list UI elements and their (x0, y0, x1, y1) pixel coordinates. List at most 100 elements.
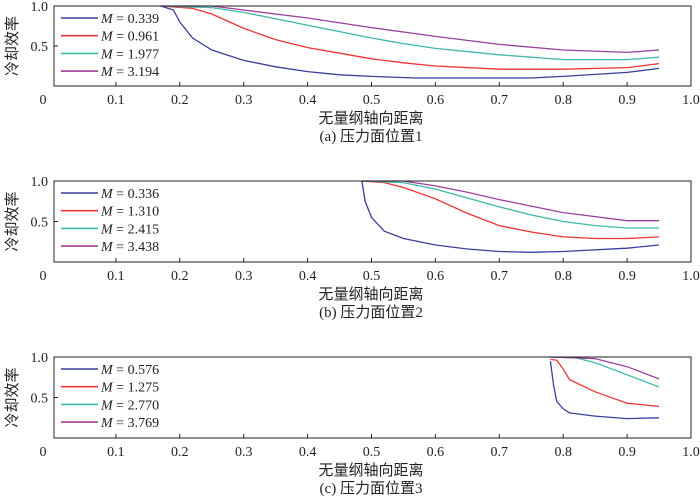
x-tick-label: 0.6 (427, 269, 445, 284)
x-tick-label: 1.0 (682, 269, 700, 284)
y-axis-label: 冷却效率 (4, 16, 21, 76)
legend-value: = 1.310 (113, 205, 159, 220)
y-tick-label: 1.0 (31, 351, 49, 366)
legend-entry: M = 2.415 (100, 222, 159, 237)
series-line-0961 (160, 5, 660, 70)
x-tick-label: 0.2 (171, 269, 189, 284)
legend-entry: M = 2.770 (100, 398, 159, 413)
y-tick-label: 1.0 (31, 175, 49, 190)
subplot-caption: (c) 压力面位置3 (320, 480, 423, 497)
subplot-caption: (b) 压力面位置2 (319, 304, 423, 321)
x-tick-label: 0.7 (491, 269, 509, 284)
x-tick-label: 0.3 (235, 93, 253, 108)
legend-variable: M (100, 381, 114, 396)
legend-variable: M (100, 65, 114, 80)
y-tick-label: 1.0 (31, 0, 49, 15)
x-tick-label: 0.1 (107, 269, 125, 284)
legend-entry: M = 3.438 (100, 240, 159, 255)
legend-value: = 3.194 (113, 65, 159, 80)
series-line-0576 (549, 361, 660, 420)
x-tick-label: 0.5 (363, 445, 381, 460)
series-line-1977 (160, 5, 660, 61)
x-tick-label: 0.6 (427, 445, 445, 460)
legend-value: = 0.339 (113, 12, 159, 27)
legend-entry: M = 0.339 (100, 12, 159, 27)
legend-variable: M (100, 12, 114, 27)
x-tick-label: 0.3 (235, 445, 253, 460)
x-tick-label: 0.4 (299, 93, 317, 108)
legend-value: = 0.336 (113, 187, 159, 202)
x-axis-label: 无量纲轴向距离 (318, 110, 423, 127)
x-tick-label: 1.0 (682, 93, 700, 108)
x-tick-label: 0 (40, 93, 47, 108)
x-tick-label: 0.4 (299, 445, 317, 460)
x-tick-label: 0.4 (299, 269, 317, 284)
legend-value: = 0.961 (113, 30, 159, 45)
legend-entry: M = 0.961 (100, 30, 159, 45)
x-tick-label: 0.9 (618, 93, 636, 108)
legend-variable: M (100, 205, 114, 220)
legend-variable: M (100, 398, 114, 413)
y-tick-label: 0.5 (31, 40, 49, 55)
x-tick-label: 0.8 (554, 93, 572, 108)
x-tick-label: 0.1 (107, 445, 125, 460)
x-tick-label: 0 (40, 269, 47, 284)
x-axis-label: 无量纲轴向距离 (318, 286, 423, 303)
x-tick-label: 0.7 (491, 445, 509, 460)
x-tick-label: 0.2 (171, 445, 189, 460)
legend-variable: M (100, 222, 114, 237)
x-tick-label: 0.9 (618, 269, 636, 284)
legend-value: = 2.770 (113, 398, 159, 413)
legend-entry: M = 0.576 (100, 363, 159, 378)
y-tick-label: 0.5 (31, 216, 49, 231)
legend-entry: M = 1.977 (100, 47, 159, 62)
y-axis-label: 冷却效率 (4, 367, 21, 427)
x-tick-label: 0.8 (554, 269, 572, 284)
series-line-1275 (550, 358, 660, 408)
legend-entry: M = 0.336 (100, 187, 159, 202)
legend-variable: M (100, 240, 114, 255)
x-tick-label: 0.7 (491, 93, 509, 108)
x-tick-label: 0.2 (171, 93, 189, 108)
legend-variable: M (100, 47, 114, 62)
series-line-2415 (361, 180, 659, 229)
x-tick-label: 0.5 (363, 269, 381, 284)
series-line-0339 (160, 5, 660, 79)
subplot-2: 0 0.1 0.2 0.3 0.4 0.5 0.6 0.7 0.8 0.9 1.0 0.5 1.0 冷却效… (4, 175, 700, 321)
series-line-3438 (361, 180, 659, 222)
subplot-3: 0 0.1 0.2 0.3 0.4 0.5 0.6 0.7 0.8 0.9 1.0 0.5 1.0 冷却效… (4, 351, 700, 497)
legend-value: = 1.275 (113, 381, 159, 396)
series-line-1310 (361, 180, 660, 240)
y-tick-label: 0.5 (31, 392, 49, 407)
legend-variable: M (100, 416, 114, 431)
legend-value: = 0.576 (113, 363, 159, 378)
x-axis-label: 无量纲轴向距离 (318, 462, 423, 479)
series-line-3769 (550, 356, 660, 380)
x-tick-label: 0.9 (618, 445, 636, 460)
legend-value: = 2.415 (113, 222, 159, 237)
legend-entry: M = 3.194 (100, 65, 159, 80)
legend-value: = 3.769 (113, 416, 159, 431)
x-tick-label: 0.1 (107, 93, 125, 108)
legend-entry: M = 3.769 (100, 416, 159, 431)
x-tick-label: 1.0 (682, 445, 700, 460)
legend-value: = 1.977 (113, 47, 159, 62)
series-line-3194 (160, 5, 660, 54)
series-line-0336 (361, 180, 660, 253)
x-tick-label: 0.5 (363, 93, 381, 108)
legend-value: = 3.438 (113, 240, 159, 255)
legend-entry: M = 1.310 (100, 205, 159, 220)
x-tick-label: 0.3 (235, 269, 253, 284)
legend-variable: M (100, 363, 114, 378)
legend-variable: M (100, 187, 114, 202)
x-tick-label: 0 (40, 445, 47, 460)
y-axis-label: 冷却效率 (4, 191, 21, 251)
x-tick-label: 0.6 (427, 93, 445, 108)
legend-variable: M (100, 30, 114, 45)
legend-entry: M = 1.275 (100, 381, 159, 396)
subplot-1: 0 0.1 0.2 0.3 0.4 0.5 0.6 0.7 0.8 0.9 1.0 0.5 1.0 冷却效… (4, 0, 700, 145)
